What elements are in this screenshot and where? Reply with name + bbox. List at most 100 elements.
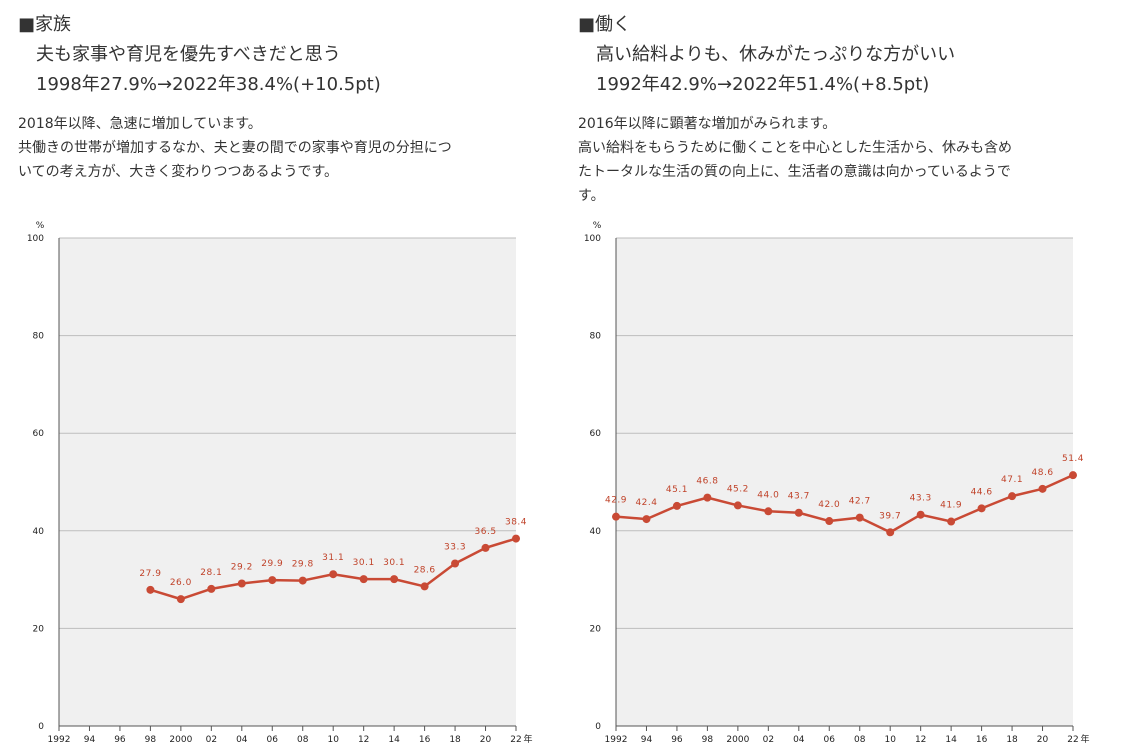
- data-point: [1069, 471, 1077, 480]
- data-label: 29.9: [261, 559, 283, 569]
- y-tick-label: 0: [38, 722, 44, 732]
- data-label: 44.6: [971, 487, 993, 497]
- data-label: 39.7: [879, 511, 901, 521]
- data-label: 31.1: [322, 553, 344, 563]
- data-point: [764, 507, 773, 516]
- data-label: 33.3: [444, 542, 466, 552]
- description-line: 2018年以降、急速に増加しています。: [18, 116, 262, 132]
- data-point: [794, 508, 803, 517]
- data-label: 30.1: [383, 558, 405, 568]
- x-tick-label: 98: [702, 735, 714, 745]
- series-line: [615, 474, 1074, 534]
- x-tick-label: 08: [297, 735, 309, 745]
- data-point: [1008, 492, 1017, 501]
- data-point: [329, 570, 338, 579]
- panel-heading: ■働く: [578, 14, 632, 35]
- panel-family: ■家族 夫も家事や育児を優先すべきだと思う 1998年27.9%→2022年38…: [0, 0, 560, 756]
- data-point: [298, 576, 307, 585]
- data-point: [855, 513, 864, 522]
- y-axis-unit: %: [593, 221, 602, 231]
- x-tick-label: 06: [267, 735, 279, 745]
- panel-description: 2018年以降、急速に増加しています。 共働きの世帯が増加するなか、夫と妻の間で…: [18, 112, 538, 184]
- x-tick-label: 20: [1037, 735, 1049, 745]
- line-chart-work: 0 20 40 60 80 100% 1992 94 96 98 2000 02 04 06 08 10 12 1…: [584, 221, 1090, 745]
- data-point: [825, 517, 834, 526]
- y-tick-label: 0: [595, 722, 601, 732]
- x-tick-label: 96: [671, 735, 683, 745]
- x-axis-unit: 年: [523, 733, 532, 745]
- data-label: 42.9: [605, 496, 627, 506]
- panel-subtitle: 夫も家事や育児を優先すべきだと思う: [36, 44, 341, 65]
- data-point: [703, 493, 712, 502]
- x-tick-label: 08: [854, 735, 866, 745]
- y-axis-unit: %: [36, 221, 45, 231]
- x-tick-label: 96: [114, 735, 126, 745]
- x-tick-label: 02: [206, 735, 217, 745]
- x-tick-label: 16: [976, 735, 988, 745]
- y-tick-label: 20: [33, 624, 45, 634]
- x-tick-label: 16: [419, 735, 431, 745]
- data-label: 27.9: [139, 569, 161, 579]
- description-line: す。: [578, 188, 605, 204]
- data-point: [176, 595, 185, 604]
- y-tick-label: 80: [590, 332, 602, 342]
- data-point: [481, 543, 490, 552]
- panel-change: 1998年27.9%→2022年38.4%(+10.5pt): [36, 74, 381, 95]
- data-point: [612, 512, 620, 521]
- x-tick-label: 14: [388, 735, 400, 745]
- x-tick-label: 14: [945, 735, 957, 745]
- y-tick-label: 20: [590, 624, 602, 634]
- data-label: 36.5: [475, 527, 497, 537]
- data-label: 28.1: [200, 568, 222, 578]
- data-label: 41.9: [940, 501, 962, 511]
- panel-heading: ■家族: [18, 14, 72, 35]
- description-line: 共働きの世帯が増加するなか、夫と妻の間での家事や育児の分担につ: [18, 140, 452, 156]
- line-chart-family: 0 20 40 60 80 100% 1992 94 96 98 2000 02 04 06 08 10 12 1…: [27, 221, 533, 745]
- panel-description: 2016年以降に顕著な増加がみられます。 高い給料をもらうために働くことを中心と…: [578, 112, 1098, 208]
- x-tick-label: 10: [327, 735, 339, 745]
- data-label: 42.7: [849, 497, 871, 507]
- data-label: 38.4: [505, 518, 527, 528]
- x-tick-label: 22: [1067, 735, 1078, 745]
- y-tick-label: 40: [590, 527, 602, 537]
- data-label: 43.7: [788, 492, 810, 502]
- x-tick-label: 94: [84, 735, 96, 745]
- data-point: [146, 585, 155, 594]
- x-tick-label: 2000: [169, 735, 192, 745]
- x-tick-label: 04: [793, 735, 805, 745]
- panel-subtitle: 高い給料よりも、休みがたっぷりな方がいい: [596, 44, 956, 65]
- data-point: [1038, 484, 1047, 493]
- panel-work: ■働く 高い給料よりも、休みがたっぷりな方がいい 1992年42.9%→2022…: [560, 0, 1120, 756]
- data-label: 42.0: [818, 500, 840, 510]
- x-tick-label: 1992: [48, 735, 71, 745]
- data-point: [451, 559, 460, 568]
- panel-change: 1992年42.9%→2022年51.4%(+8.5pt): [596, 74, 930, 95]
- data-label: 43.3: [910, 494, 932, 504]
- data-label: 48.6: [1032, 468, 1054, 478]
- x-tick-label: 22: [510, 735, 521, 745]
- data-label: 26.0: [170, 578, 192, 588]
- x-tick-label: 18: [1006, 735, 1018, 745]
- data-label: 46.8: [696, 477, 718, 487]
- x-axis-unit: 年: [1080, 733, 1089, 745]
- data-point: [420, 582, 429, 591]
- y-tick-label: 60: [33, 429, 45, 439]
- data-point: [733, 501, 742, 510]
- data-label: 30.1: [353, 558, 375, 568]
- x-tick-label: 10: [884, 735, 896, 745]
- x-tick-label: 12: [915, 735, 926, 745]
- data-point: [237, 579, 246, 588]
- data-point: [977, 504, 986, 513]
- y-tick-label: 60: [590, 429, 602, 439]
- data-label: 47.1: [1001, 475, 1023, 485]
- y-tick-label: 100: [27, 234, 44, 244]
- x-tick-label: 12: [358, 735, 369, 745]
- data-label: 42.4: [635, 498, 657, 508]
- data-label: 44.0: [757, 490, 779, 500]
- data-point: [207, 584, 216, 593]
- x-tick-label: 06: [824, 735, 836, 745]
- x-tick-label: 98: [145, 735, 157, 745]
- data-point: [916, 510, 925, 519]
- data-label: 45.2: [727, 484, 749, 494]
- description-line: 高い給料をもらうために働くことを中心とした生活から、休みも含め: [578, 140, 1012, 156]
